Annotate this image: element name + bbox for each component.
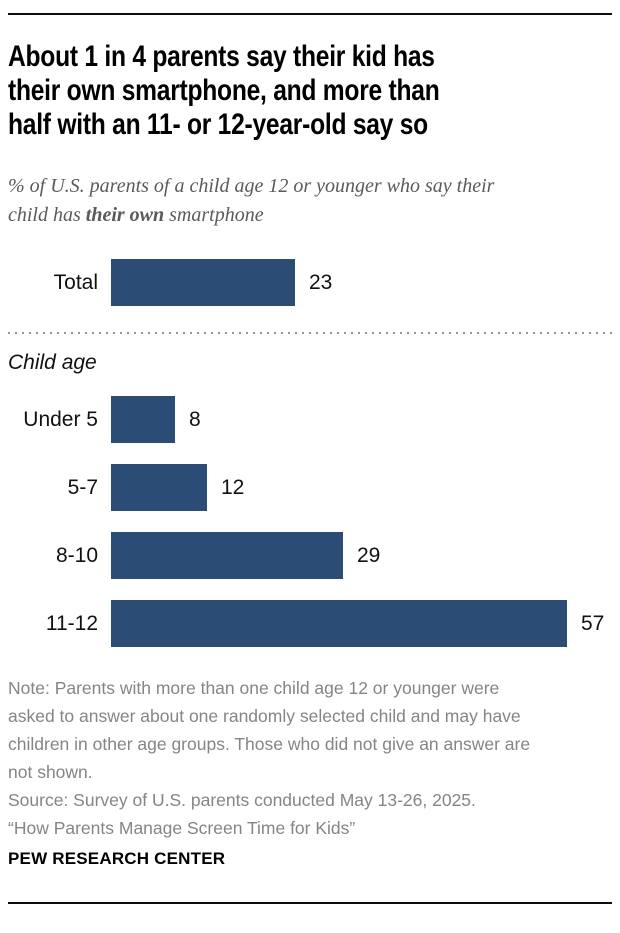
- bar: [111, 396, 175, 443]
- chart-row: 5-7 12: [8, 464, 612, 511]
- chart-subtitle-text: % of U.S. parents of a child age 12 or y…: [8, 175, 495, 226]
- note-text: children in other age groups. Those who …: [8, 734, 531, 754]
- chart-row: Under 5 8: [8, 396, 612, 443]
- value-label: 29: [357, 543, 381, 567]
- top-divider: [8, 13, 612, 15]
- total-bar-row: Total 23: [8, 259, 612, 306]
- footnote-block: Note: Parents with more than one child a…: [8, 674, 612, 842]
- value-label: 57: [581, 611, 605, 635]
- category-label: Under 5: [23, 407, 98, 431]
- note-text: not shown.: [8, 762, 93, 782]
- category-label: Total: [53, 270, 98, 294]
- age-bar-rows: Under 5 8 5-7 12 8-10 29 11-12 57: [8, 396, 612, 647]
- bar: [111, 464, 207, 511]
- category-label: 8-10: [55, 543, 98, 567]
- chart-title-line: half with an 11- or 12-year-old say so: [8, 108, 428, 141]
- chart-row: 8-10 29: [8, 532, 612, 579]
- bar: [111, 532, 343, 579]
- chart-subtitle-text: smartphone: [164, 204, 264, 226]
- bar: [111, 600, 567, 647]
- category-label: 11-12: [45, 611, 98, 635]
- note-text: asked to answer about one randomly selec…: [8, 706, 521, 726]
- value-label: 8: [189, 407, 201, 431]
- chart-title-line: About 1 in 4 parents say their kid has: [8, 40, 435, 73]
- chart-subtitle: % of U.S. parents of a child age 12 or y…: [8, 172, 538, 230]
- chart-subtitle-emphasis: their own: [85, 204, 165, 226]
- bar-chart: Total 23 Child age Under 5 8 5-7 12 8-10 29 11-…: [8, 259, 612, 647]
- source-text: Source: Survey of U.S. parents conducted…: [8, 790, 476, 810]
- brand-wordmark: PEW RESEARCH CENTER: [8, 849, 226, 868]
- note-text: Note: Parents with more than one child a…: [8, 678, 500, 698]
- section-divider: [8, 332, 612, 334]
- value-label: 12: [221, 475, 245, 499]
- bar: [111, 259, 295, 306]
- bottom-divider: [8, 902, 612, 904]
- category-label: 5-7: [67, 475, 98, 499]
- chart-title: About 1 in 4 parents say their kid has t…: [8, 40, 612, 142]
- chart-title-line: their own smartphone, and more than: [8, 74, 440, 107]
- section-label: Child age: [8, 351, 97, 374]
- chart-card: About 1 in 4 parents say their kid has t…: [0, 13, 620, 933]
- report-title-text: “How Parents Manage Screen Time for Kids…: [8, 818, 356, 838]
- value-label: 23: [309, 270, 333, 294]
- chart-row: Total 23: [8, 259, 612, 306]
- chart-row: 11-12 57: [8, 600, 612, 647]
